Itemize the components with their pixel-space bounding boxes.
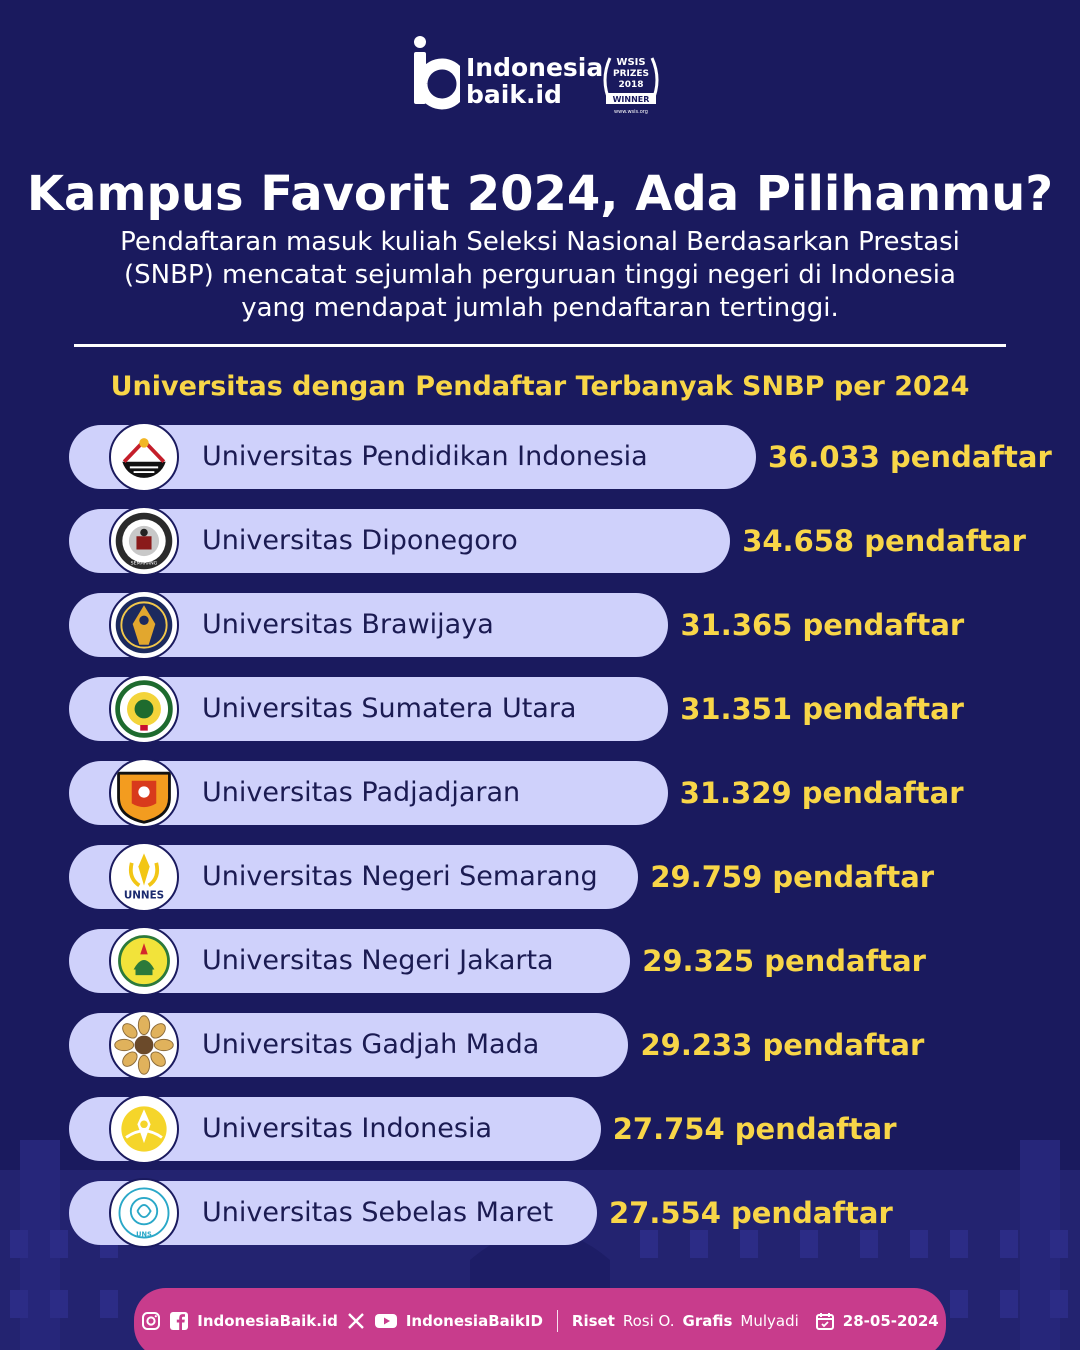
bar-category-label: Universitas Negeri Semarang	[202, 861, 598, 892]
footer-date: 28-05-2024	[842, 1312, 939, 1330]
bar-unj: Universitas Negeri Jakarta	[69, 926, 631, 996]
bar-ui: Universitas Indonesia	[69, 1094, 601, 1164]
indonesiabaik-logo-icon	[414, 36, 460, 110]
unnes-logo-icon: UNNES	[109, 842, 179, 912]
bar-ub: Universitas Brawijaya	[69, 590, 669, 660]
bar-unnes: UNNES Universitas Negeri Semarang	[69, 842, 639, 912]
ugm-logo-icon	[109, 1010, 179, 1080]
unpad-logo-icon	[109, 758, 179, 828]
award-text-2: PRIZES	[613, 69, 649, 79]
page-title: Kampus Favorit 2024, Ada Pilihanmu?	[26, 166, 1054, 222]
undip-logo-icon: SEMARANG	[109, 506, 179, 576]
uns-logo-icon: UNS	[109, 1178, 179, 1248]
bar-category-label: Universitas Pendidikan Indonesia	[202, 441, 648, 472]
bar-category-label: Universitas Indonesia	[202, 1113, 492, 1144]
bar-ugm: Universitas Gadjah Mada	[69, 1010, 629, 1080]
bar-unpad: Universitas Padjadjaran	[69, 758, 668, 828]
brand-line-1: Indonesia	[466, 53, 604, 82]
facebook-icon	[170, 1312, 189, 1330]
brand-wordmark: Indonesia baik.id	[466, 54, 603, 108]
brand-line-2: baik.id	[466, 80, 562, 109]
unj-logo-icon	[109, 926, 179, 996]
footer-grafis-label: Grafis	[682, 1312, 733, 1330]
page-subtitle: Pendaftaran masuk kuliah Seleksi Nasiona…	[120, 227, 960, 323]
bar-value-label: 36.033 pendaftar	[768, 440, 1052, 474]
bar-value-label: 27.754 pendaftar	[612, 1112, 897, 1146]
wsis-award-badge-icon: WSIS PRIZES 2018 WINNER www.wsis.org	[603, 57, 659, 115]
footer-credits-bar: IndonesiaBaik.id IndonesiaBaikID Riset R…	[134, 1288, 946, 1350]
award-text-1: WSIS	[616, 57, 645, 68]
calendar-icon	[815, 1313, 834, 1330]
chart-title: Universitas dengan Pendaftar Terbanyak S…	[110, 371, 970, 402]
bar-value-label: 31.365 pendaftar	[680, 608, 965, 642]
bar-category-label: Universitas Sumatera Utara	[202, 693, 577, 724]
footer-grafis-name: Mulyadi	[740, 1312, 799, 1330]
footer-social-handle-2: IndonesiaBaikID	[405, 1312, 543, 1330]
brand-header: Indonesia baik.id WSIS PRIZES 2018 WINNE…	[412, 36, 672, 120]
ub-logo-icon	[109, 590, 179, 660]
bar-value-label: 31.351 pendaftar	[680, 692, 964, 726]
youtube-icon	[374, 1314, 397, 1328]
bar-value-label: 27.554 pendaftar	[609, 1196, 893, 1230]
bar-value-label: 29.759 pendaftar	[650, 860, 935, 894]
ui-logo-icon	[109, 1094, 179, 1164]
footer-social-handle: IndonesiaBaik.id	[197, 1312, 338, 1330]
bar-category-label: Universitas Diponegoro	[202, 525, 518, 556]
bar-usu: Universitas Sumatera Utara	[69, 674, 669, 744]
footer-separator	[556, 1310, 558, 1332]
bar-upi: Universitas Pendidikan Indonesia	[69, 422, 756, 492]
bar-undip: SEMARANG Universitas Diponegoro	[69, 506, 731, 576]
award-text-3: 2018	[618, 80, 643, 90]
instagram-icon	[142, 1312, 161, 1330]
upi-logo-icon	[109, 422, 179, 492]
award-text-5: www.wsis.org	[614, 109, 648, 115]
bar-category-label: Universitas Gadjah Mada	[202, 1029, 540, 1060]
award-text-4: WINNER	[613, 95, 650, 104]
bar-value-label: 29.233 pendaftar	[640, 1028, 925, 1062]
bar-value-label: 34.658 pendaftar	[742, 524, 1026, 558]
bar-value-label: 31.329 pendaftar	[679, 776, 964, 810]
bar-uns: UNS Universitas Sebelas Maret	[69, 1178, 597, 1248]
footer-riset-name: Rosi O.	[622, 1312, 675, 1330]
usu-logo-icon	[109, 674, 179, 744]
footer-riset-label: Riset	[571, 1312, 615, 1330]
bar-value-label: 29.325 pendaftar	[642, 944, 926, 978]
divider-line	[74, 344, 1006, 347]
svg-text:SEMARANG: SEMARANG	[131, 561, 158, 567]
bar-category-label: Universitas Negeri Jakarta	[202, 945, 554, 976]
svg-text:UNNES: UNNES	[124, 890, 164, 902]
bar-category-label: Universitas Padjadjaran	[202, 777, 521, 808]
x-twitter-icon	[347, 1313, 364, 1329]
svg-text:UNS: UNS	[136, 1231, 152, 1239]
bar-category-label: Universitas Brawijaya	[202, 609, 494, 640]
bar-category-label: Universitas Sebelas Maret	[202, 1197, 554, 1228]
